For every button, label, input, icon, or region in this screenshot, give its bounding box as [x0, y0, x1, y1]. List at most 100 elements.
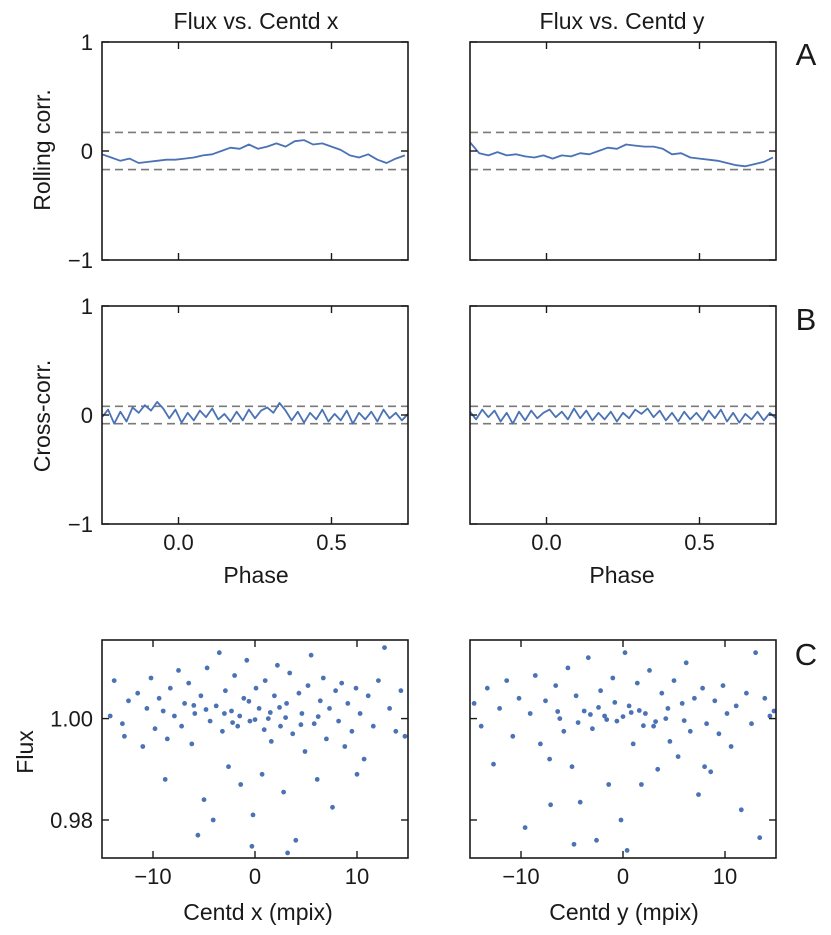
data-point — [135, 690, 141, 696]
data-point — [259, 771, 265, 777]
data-point — [767, 713, 773, 719]
data-point — [614, 718, 620, 724]
data-point — [573, 693, 579, 699]
x-tick-label: 10 — [345, 864, 369, 889]
data-point — [543, 698, 548, 704]
data-point — [284, 701, 289, 706]
data-point — [246, 698, 252, 704]
y-tick-label: 0 — [81, 403, 93, 428]
data-point — [249, 843, 255, 849]
data-point — [565, 665, 571, 671]
data-point — [749, 721, 754, 727]
data-point — [315, 714, 321, 719]
y-tick-label: 1 — [81, 294, 93, 319]
data-point — [733, 703, 739, 709]
data-point — [293, 837, 299, 843]
data-point — [651, 723, 656, 729]
y-tick-label: −1 — [68, 248, 93, 273]
data-point — [172, 713, 177, 719]
data-point — [675, 754, 681, 759]
data-point — [267, 710, 273, 715]
data-point — [235, 723, 241, 729]
x-tick-label: 10 — [713, 864, 737, 889]
data-point — [275, 662, 280, 668]
data-point — [522, 825, 528, 830]
data-point — [281, 789, 286, 795]
data-point — [548, 802, 553, 808]
data-point — [353, 685, 359, 691]
data-point — [382, 645, 387, 650]
data-point — [700, 685, 705, 691]
data-point — [156, 695, 162, 701]
panel-b-flux-vs-centd-y: 0.0 0.5 — [469, 305, 777, 555]
data-point — [176, 668, 181, 673]
data-point — [653, 719, 658, 724]
data-point — [667, 739, 673, 744]
data-point — [687, 728, 693, 734]
plot-frame — [469, 41, 777, 261]
data-point — [594, 837, 599, 843]
data-point — [189, 741, 195, 747]
data-point — [122, 733, 127, 739]
data-point — [232, 673, 238, 678]
data-point — [547, 756, 552, 762]
data-point — [402, 733, 408, 739]
data-point — [162, 777, 168, 782]
y-tick-label: 0.98 — [50, 808, 93, 833]
data-point — [590, 726, 595, 732]
data-point — [626, 703, 632, 709]
data-point — [327, 706, 332, 711]
data-point — [598, 688, 603, 694]
xlabel-centd-x: Centd x (mpix) — [183, 899, 333, 925]
data-point — [204, 665, 210, 671]
data-point — [575, 720, 581, 725]
data-point — [704, 721, 709, 727]
data-point — [610, 675, 616, 681]
data-point — [201, 797, 207, 803]
data-point — [182, 701, 188, 706]
data-point — [120, 721, 125, 727]
x-tick-label: 0.5 — [684, 530, 715, 555]
data-point — [213, 703, 219, 709]
data-point — [655, 766, 661, 772]
data-point — [198, 693, 204, 699]
data-point — [148, 675, 154, 681]
data-point — [744, 690, 749, 696]
panel-c-flux-vs-centd-x: −10 0 10 0.98 1.00 — [50, 639, 409, 889]
data-point — [140, 744, 146, 749]
data-point — [604, 717, 610, 722]
y-tick-label: 1 — [81, 30, 93, 55]
panel-a-flux-vs-centd-y — [469, 41, 777, 261]
ylabel-rolling-corr: Rolling corr. — [29, 89, 55, 210]
data-point — [365, 693, 371, 699]
panel-b-flux-vs-centd-x: 0.0 0.5 −1 0 1 — [68, 294, 409, 555]
data-point — [659, 690, 665, 696]
data-point — [237, 713, 243, 719]
data-point — [497, 706, 502, 711]
data-point — [628, 710, 634, 715]
data-point — [256, 706, 262, 711]
data-point — [569, 764, 575, 770]
data-point — [324, 736, 329, 742]
data-point — [252, 717, 258, 722]
panel-tag-a: A — [796, 37, 817, 72]
data-point — [203, 707, 209, 712]
data-point — [216, 650, 222, 656]
data-point — [398, 688, 404, 694]
data-point — [305, 683, 311, 688]
data-point — [692, 695, 697, 701]
data-point — [349, 728, 355, 734]
data-point — [643, 711, 648, 716]
data-point — [588, 712, 593, 717]
data-point — [345, 701, 351, 706]
data-point — [296, 690, 302, 696]
data-point — [663, 716, 669, 721]
data-point — [299, 711, 305, 716]
data-point — [606, 782, 612, 787]
data-point — [308, 652, 314, 658]
data-point — [314, 777, 320, 782]
data-point — [538, 741, 543, 747]
data-point — [277, 705, 282, 710]
x-tick-label: 0.0 — [531, 530, 562, 555]
data-point — [532, 673, 538, 678]
